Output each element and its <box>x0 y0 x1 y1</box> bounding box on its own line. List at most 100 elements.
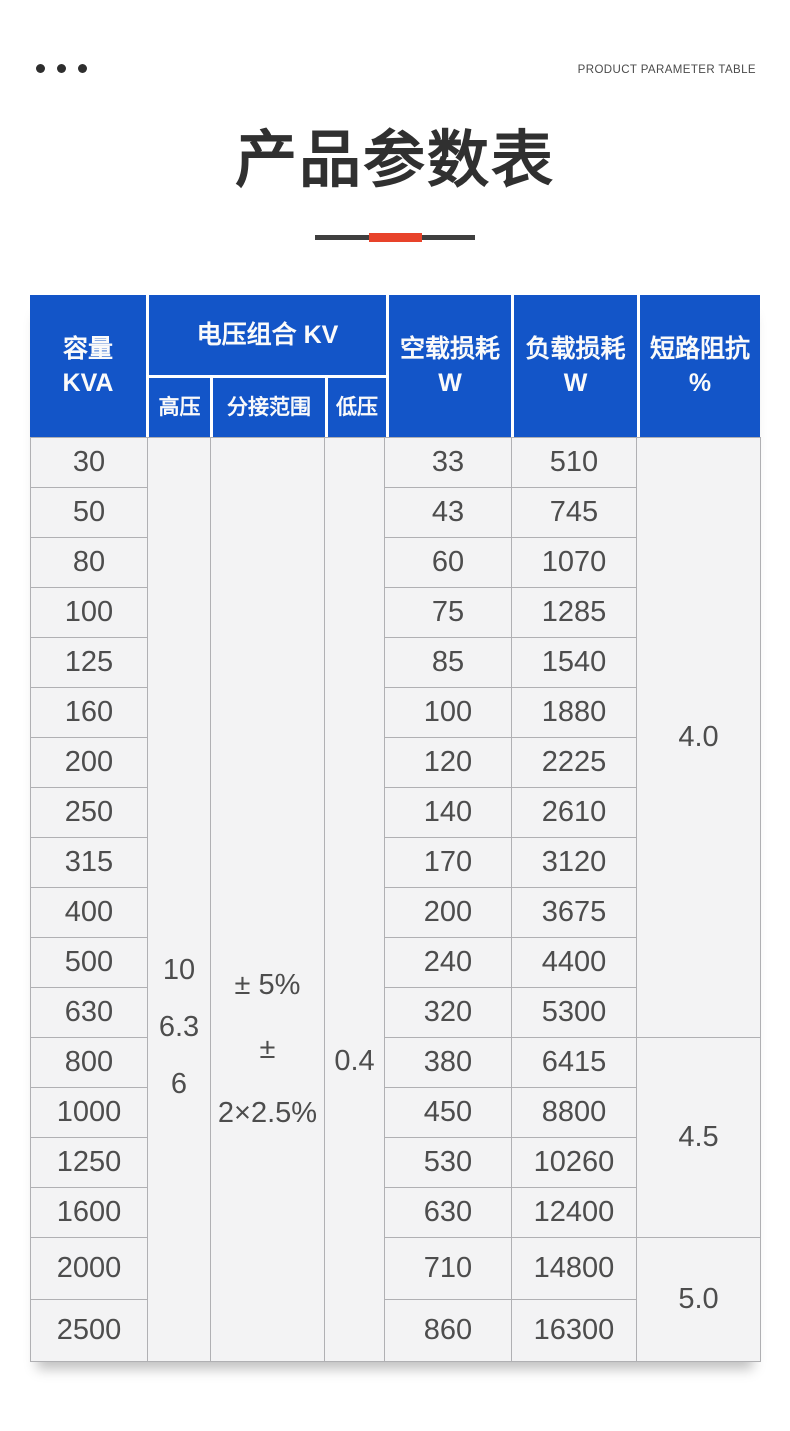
header-no-load-loss: 空载损耗 W <box>389 295 511 437</box>
table-row: 125 85 1540 <box>30 637 761 688</box>
header-capacity-line1: 容量 <box>62 335 113 363</box>
table-row: 2000 710 14800 5.0 <box>30 1237 761 1362</box>
kva-value: 30 <box>30 437 148 488</box>
impedance-value: 5.0 <box>636 1237 761 1362</box>
no-load-value: 240 <box>384 937 512 988</box>
tap-range-value: ± 5% <box>234 969 301 1001</box>
dot-icon <box>57 64 66 73</box>
high-voltage-merged-cell: 10 6.3 6 <box>147 437 211 1362</box>
high-voltage-value: 10 <box>162 954 196 986</box>
kva-value: 50 <box>30 487 148 538</box>
kva-value: 160 <box>30 687 148 738</box>
table-row: 100 75 1285 <box>30 587 761 638</box>
no-load-value: 380 <box>384 1037 512 1088</box>
load-value: 1540 <box>511 637 637 688</box>
table-row: 1250 530 10260 <box>30 1137 761 1188</box>
header-no-load-loss-line2: W <box>438 369 462 397</box>
load-value: 1880 <box>511 687 637 738</box>
dot-icon <box>36 64 45 73</box>
load-value: 14800 <box>511 1237 637 1300</box>
table-row: 1600 630 12400 <box>30 1187 761 1238</box>
underline-red-accent <box>369 233 422 242</box>
header-capacity-line2: KVA <box>62 369 114 397</box>
kva-value: 1250 <box>30 1137 148 1188</box>
no-load-value: 450 <box>384 1087 512 1138</box>
low-voltage-merged-cell: 0.4 <box>324 437 385 1362</box>
kva-value: 125 <box>30 637 148 688</box>
impedance-value: 4.0 <box>636 437 761 1038</box>
no-load-value: 120 <box>384 737 512 788</box>
load-value: 1285 <box>511 587 637 638</box>
low-voltage-value: 0.4 <box>334 1044 375 1077</box>
kva-value: 80 <box>30 537 148 588</box>
header-load-loss-line1: 负载损耗 <box>525 335 626 363</box>
no-load-value: 43 <box>384 487 512 538</box>
tap-range-value: ± 2×2.5% <box>217 1033 318 1129</box>
impedance-value: 4.5 <box>636 1037 761 1238</box>
header-capacity: 容量 KVA <box>30 295 146 437</box>
table-row: 800 380 6415 4.5 <box>30 1037 761 1238</box>
table-row: 1000 450 8800 <box>30 1087 761 1138</box>
title-underline <box>0 229 790 245</box>
tap-range-merged-cell: ± 5% ± 2×2.5% <box>210 437 325 1362</box>
load-value: 12400 <box>511 1187 637 1238</box>
table-row: 500 240 4400 <box>30 937 761 988</box>
header-impedance-line2: % <box>688 369 712 397</box>
header-tap-range: 分接范围 <box>213 378 325 437</box>
decorative-dots <box>36 64 87 73</box>
header-load-loss: 负载损耗 W <box>514 295 637 437</box>
no-load-value: 100 <box>384 687 512 738</box>
no-load-value: 170 <box>384 837 512 888</box>
no-load-value: 860 <box>384 1299 512 1362</box>
kva-value: 400 <box>30 887 148 938</box>
table-row: 630 320 5300 <box>30 987 761 1038</box>
load-value: 3120 <box>511 837 637 888</box>
high-voltage-value: 6.3 <box>158 1011 200 1043</box>
header-low-voltage: 低压 <box>328 378 386 437</box>
no-load-value: 630 <box>384 1187 512 1238</box>
kva-value: 1000 <box>30 1087 148 1138</box>
table-row: 200 120 2225 <box>30 737 761 788</box>
dot-icon <box>78 64 87 73</box>
load-value: 5300 <box>511 987 637 1038</box>
no-load-value: 320 <box>384 987 512 1038</box>
high-voltage-value: 6 <box>170 1068 188 1100</box>
kva-value: 1600 <box>30 1187 148 1238</box>
table-row: 250 140 2610 <box>30 787 761 838</box>
no-load-value: 75 <box>384 587 512 638</box>
kva-value: 315 <box>30 837 148 888</box>
load-value: 6415 <box>511 1037 637 1088</box>
table-row: 80 60 1070 <box>30 537 761 588</box>
table-header: 容量 KVA 电压组合 KV 高压 分接范围 低压 空载损耗 W 负载损耗 W … <box>30 295 760 437</box>
load-value: 10260 <box>511 1137 637 1188</box>
kva-value: 630 <box>30 987 148 1038</box>
page-title: 产品参数表 <box>234 126 555 195</box>
table-body: 30 10 6.3 6 ± 5% ± 2×2.5% 0. <box>30 437 761 1362</box>
table-row: 50 43 745 <box>30 487 761 538</box>
no-load-value: 140 <box>384 787 512 838</box>
kva-value: 2000 <box>30 1237 148 1300</box>
load-value: 3675 <box>511 887 637 938</box>
header-voltage-group: 电压组合 KV <box>149 295 386 375</box>
load-value: 8800 <box>511 1087 637 1138</box>
no-load-value: 33 <box>384 437 512 488</box>
no-load-value: 530 <box>384 1137 512 1188</box>
load-value: 510 <box>511 437 637 488</box>
load-value: 2225 <box>511 737 637 788</box>
header-impedance: 短路阻抗 % <box>640 295 760 437</box>
header-high-voltage: 高压 <box>149 378 210 437</box>
load-value: 2610 <box>511 787 637 838</box>
no-load-value: 85 <box>384 637 512 688</box>
table-row: 160 100 1880 <box>30 687 761 738</box>
kva-value: 250 <box>30 787 148 838</box>
load-value: 16300 <box>511 1299 637 1362</box>
no-load-value: 200 <box>384 887 512 938</box>
english-subtitle: PRODUCT PARAMETER TABLE <box>577 64 756 76</box>
table-row: 315 170 3120 <box>30 837 761 888</box>
header-no-load-loss-line1: 空载损耗 <box>399 335 500 363</box>
table-row: 30 10 6.3 6 ± 5% ± 2×2.5% 0. <box>30 437 761 1362</box>
load-value: 1070 <box>511 537 637 588</box>
load-value: 745 <box>511 487 637 538</box>
no-load-value: 60 <box>384 537 512 588</box>
